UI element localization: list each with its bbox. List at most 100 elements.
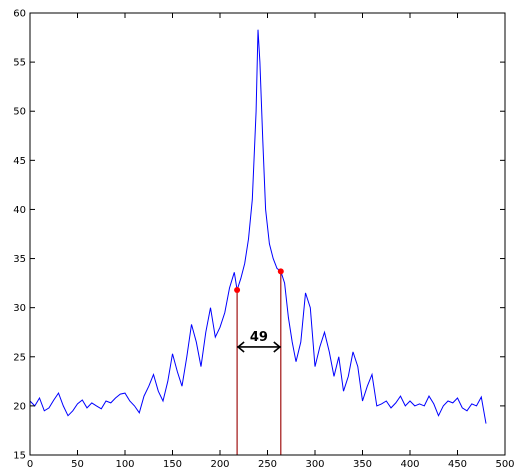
y-tick-label: 35 [13,254,26,265]
data-point [158,391,159,392]
x-tick-label: 150 [163,459,182,470]
data-point [224,312,225,313]
data-point [428,395,429,396]
x-tick-label: 200 [210,459,229,470]
x-tick-label: 50 [71,459,84,470]
data-point [105,400,106,401]
data-point [357,366,358,367]
data-point [172,353,173,354]
data-point [205,332,206,333]
series-line [29,29,487,424]
data-point [39,397,40,398]
data-point [153,374,154,375]
data-point [433,403,434,404]
data-point [362,400,363,401]
data-point [96,405,97,406]
data-point [284,283,285,284]
x-tick-label: 450 [448,459,467,470]
data-point [67,415,68,416]
data-point [200,366,201,367]
data-point [115,397,116,398]
data-point [329,351,330,352]
data-point [376,405,377,406]
data-point [181,386,182,387]
data-point [215,337,216,338]
data-point [269,243,270,244]
data-point [395,402,396,403]
y-tick-label: 20 [13,401,26,412]
data-point [409,400,410,401]
data-point [457,397,458,398]
data-point [400,395,401,396]
data-point [310,307,311,308]
data-point [466,410,467,411]
data-point [129,400,130,401]
data-point [371,374,372,375]
data-point [443,405,444,406]
x-tick-label: 400 [400,459,419,470]
data-point [63,405,64,406]
data-point [471,403,472,404]
data-point [256,111,257,112]
width-arrow-right-head [273,341,282,353]
data-point [77,403,78,404]
y-tick-label: 25 [13,352,26,363]
data-point [101,408,102,409]
y-tick-label: 45 [13,156,26,167]
data-point [390,407,391,408]
data-point [219,327,220,328]
data-point [265,209,266,210]
data-point [257,29,258,30]
data-point [259,62,260,63]
data-point [414,405,415,406]
marker-point [234,286,241,293]
data-point [348,376,349,377]
marker-point [277,268,284,275]
data-point [462,407,463,408]
data-point [91,402,92,403]
data-point [196,341,197,342]
data-point [262,140,263,141]
data-point [110,402,111,403]
data-point [452,402,453,403]
x-tick-label: 500 [495,459,514,470]
data-point [405,405,406,406]
data-point [276,268,277,269]
data-point [424,405,425,406]
data-point [48,407,49,408]
data-point [210,307,211,308]
data-point [186,356,187,357]
data-point [314,366,315,367]
data-point [134,405,135,406]
data-point [476,405,477,406]
data-point [300,341,301,342]
data-point [124,393,125,394]
data-point [234,272,235,273]
data-point [82,399,83,400]
data-point [177,371,178,372]
width-arrow-left-head [236,341,245,353]
data-point [447,400,448,401]
y-tick-label: 50 [13,107,26,118]
data-point [139,412,140,413]
width-label: 49 [250,330,268,345]
data-point [244,263,245,264]
x-tick-label: 250 [258,459,277,470]
data-point [324,332,325,333]
y-tick-label: 60 [13,9,26,20]
data-point [305,292,306,293]
data-point [252,199,253,200]
data-point [381,403,382,404]
x-tick-label: 0 [27,459,33,470]
data-point [72,410,73,411]
data-point [343,391,344,392]
data-point [333,376,334,377]
data-point [319,346,320,347]
data-point [292,341,293,342]
data-point [167,381,168,382]
data-point [288,317,289,318]
data-point [191,324,192,325]
x-tick-label: 100 [115,459,134,470]
data-point [338,356,339,357]
